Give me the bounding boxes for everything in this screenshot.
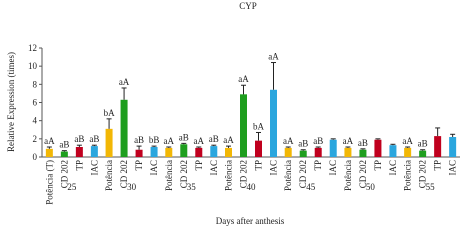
bar-name-label: Potência	[403, 160, 413, 191]
bar-name-label: CD 202	[59, 160, 69, 188]
bar	[120, 99, 128, 157]
bar-name-label: CD 202	[239, 160, 249, 188]
bar-name-label: CD 202	[119, 160, 129, 188]
bar-name-label: Potência	[343, 160, 353, 191]
bar-name-label: TP	[74, 160, 84, 171]
value-label: aA	[402, 136, 413, 146]
value-label: bB	[149, 135, 160, 145]
chart-title: CYP	[239, 1, 257, 11]
bar-name-label: CD 202	[418, 160, 428, 188]
bar	[75, 147, 83, 157]
x-tick-label: 50	[366, 182, 376, 192]
value-label: aA	[194, 136, 205, 146]
bar-name-label: IAC	[89, 160, 99, 176]
bar	[299, 150, 307, 157]
bar	[150, 147, 158, 157]
bar	[344, 147, 352, 157]
y-tick-label: 12	[28, 43, 37, 53]
bar-name-label: TP	[313, 160, 323, 171]
bar	[359, 149, 367, 157]
value-label: aA	[164, 136, 175, 146]
value-label: bA	[104, 108, 116, 118]
value-label: aB	[89, 134, 99, 144]
value-label: aA	[223, 135, 234, 145]
x-axis-title: Days after anthesis	[216, 216, 285, 226]
bar-name-label: Potência	[283, 160, 293, 191]
bar-name-label: TP	[254, 160, 264, 171]
bar	[449, 137, 457, 157]
value-label: aA	[268, 52, 279, 62]
value-label: aB	[179, 132, 189, 142]
bar-name-label: TP	[433, 160, 443, 171]
value-label: aB	[298, 139, 308, 149]
bar	[240, 94, 247, 157]
value-label: aA	[283, 136, 294, 146]
bar	[90, 146, 98, 157]
y-axis-title: Relative Expression (times)	[6, 52, 16, 152]
value-label: aA	[343, 136, 354, 146]
bar-name-label: TP	[373, 160, 383, 171]
bar	[404, 147, 412, 157]
x-tick-label: 55	[426, 182, 436, 192]
value-label: aA	[238, 74, 249, 84]
bar	[329, 139, 337, 157]
y-tick-label: 4	[33, 116, 38, 126]
x-tick-label: 25	[67, 182, 77, 192]
bar-name-label: Potência	[224, 160, 234, 191]
value-label: aB	[358, 138, 368, 148]
bar	[255, 140, 262, 157]
bar-name-label: CD 202	[179, 160, 189, 188]
bar	[165, 147, 173, 157]
x-tick-label: 40	[247, 182, 257, 192]
x-tick-label: 45	[306, 182, 316, 192]
bar-name-label: Potência (T)	[44, 160, 54, 205]
value-label: aB	[74, 134, 84, 144]
value-label: bA	[253, 121, 265, 131]
bar	[434, 136, 442, 157]
value-label: aB	[418, 139, 428, 149]
bar	[374, 139, 382, 157]
x-tick-label: 35	[187, 182, 197, 192]
bar-name-label: Potência	[104, 160, 114, 191]
bar	[60, 151, 68, 157]
bar-name-label: Potência	[164, 160, 174, 191]
bar-name-label: IAC	[448, 160, 458, 176]
bar	[225, 147, 232, 157]
bar-name-label: IAC	[328, 160, 338, 176]
bar	[105, 128, 113, 157]
bar-name-label: TP	[194, 160, 204, 171]
y-tick-label: 6	[33, 98, 38, 108]
bar	[284, 147, 292, 157]
y-tick-label: 2	[33, 134, 38, 144]
chart: CYP Relative Expression (times) Days aft…	[6, 1, 460, 226]
y-tick-label: 0	[33, 152, 38, 162]
bar-name-label: CD 202	[298, 160, 308, 188]
bar	[135, 149, 143, 157]
bar	[314, 147, 322, 157]
bar-name-label: CD 202	[358, 160, 368, 188]
value-label: aB	[134, 135, 144, 145]
value-label: aB	[209, 134, 219, 144]
value-label: aA	[119, 77, 130, 87]
value-label: aB	[313, 136, 323, 146]
x-tick-label: 30	[127, 182, 137, 192]
bar	[180, 144, 188, 157]
bar-name-label: IAC	[149, 160, 159, 176]
value-label: aB	[59, 140, 69, 150]
bar	[195, 147, 203, 157]
bar-name-label: IAC	[209, 160, 219, 176]
y-tick-label: 8	[33, 79, 38, 89]
bar-name-label: IAC	[388, 160, 398, 176]
bar	[210, 146, 218, 157]
bar	[389, 145, 397, 157]
value-label: aA	[44, 136, 55, 146]
bar	[45, 148, 53, 157]
bar	[419, 150, 427, 157]
y-tick-label: 10	[28, 61, 38, 71]
bar	[270, 89, 277, 157]
bar-name-label: TP	[134, 160, 144, 171]
bar-name-label: IAC	[269, 160, 279, 176]
